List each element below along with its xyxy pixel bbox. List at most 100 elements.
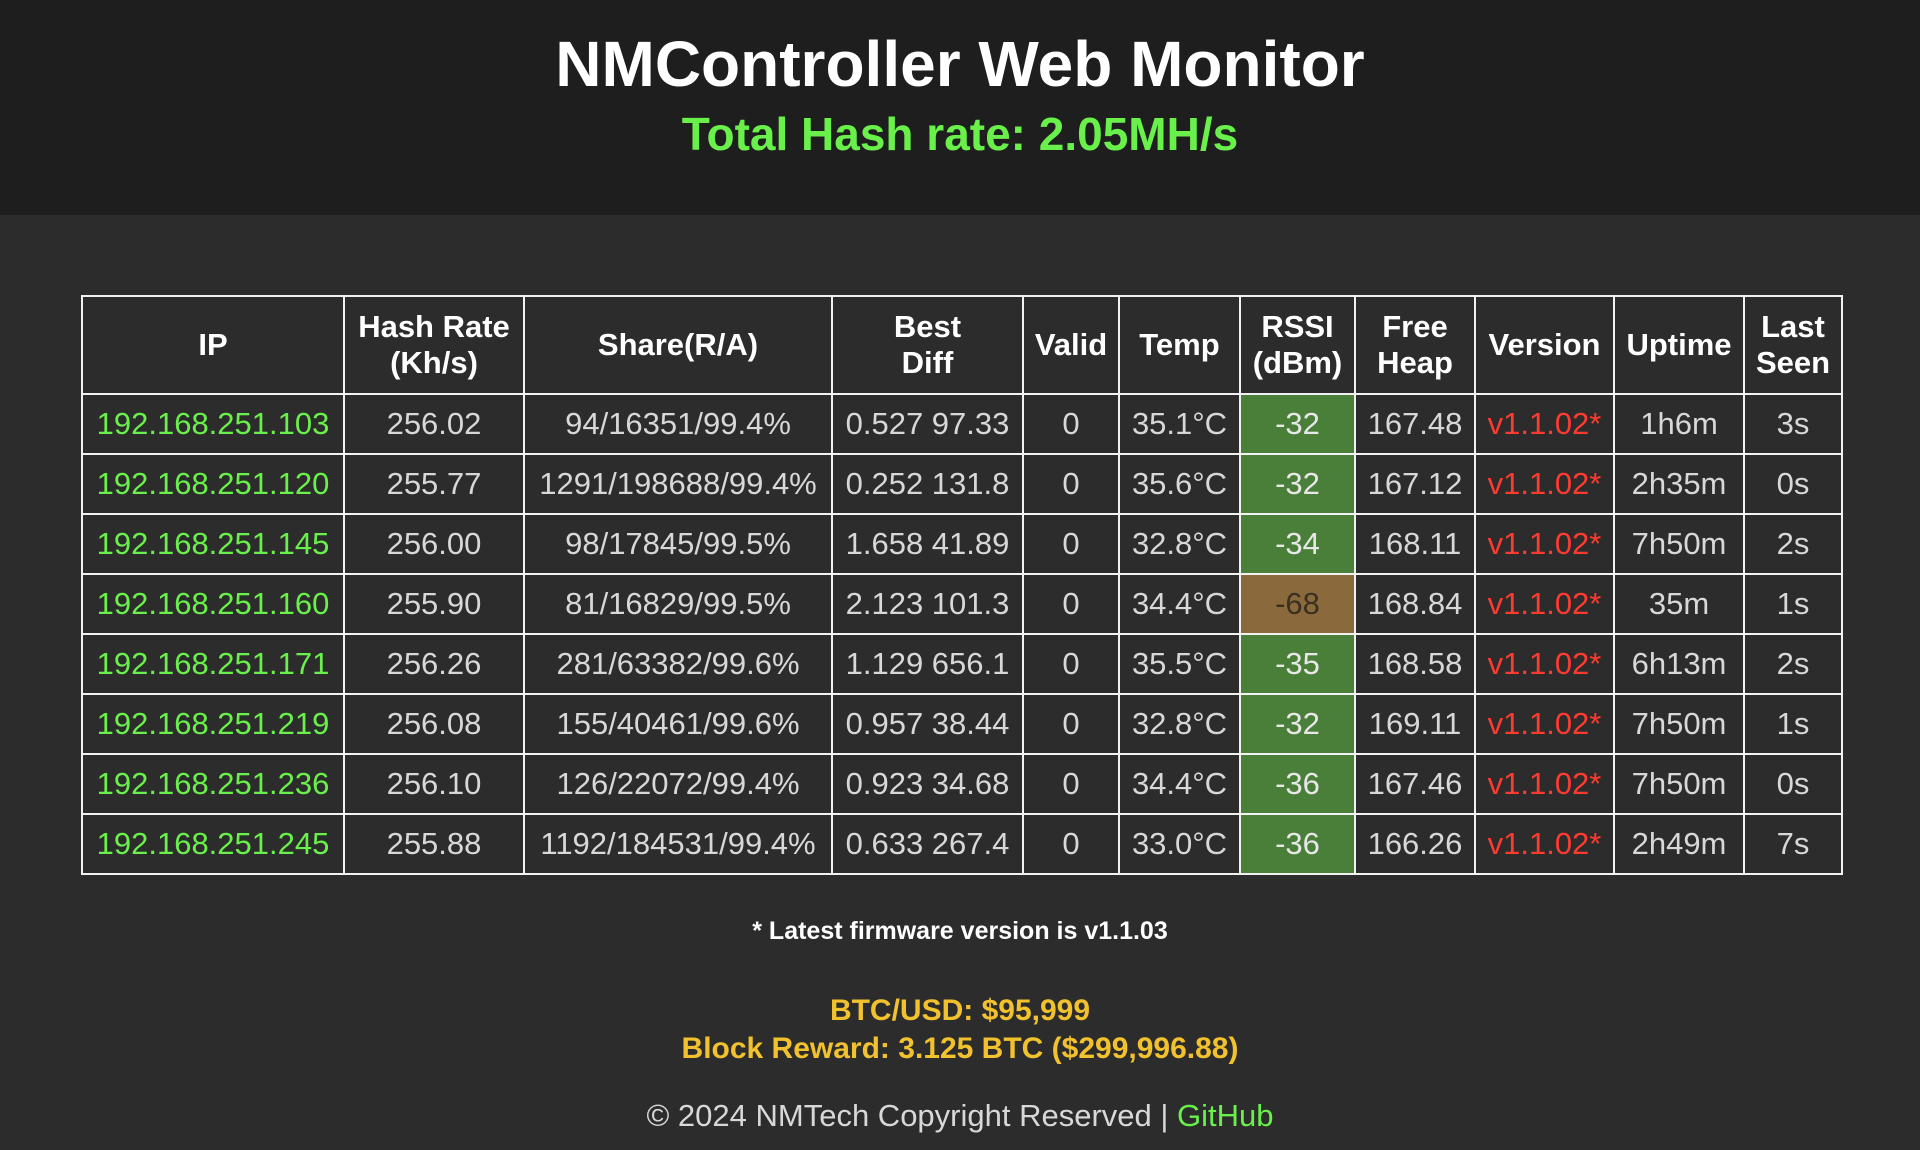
cell-best-diff: 0.633 267.4 [831, 813, 1024, 875]
cell-uptime: 7h50m [1613, 693, 1745, 755]
cell-last-seen: 1s [1743, 693, 1843, 755]
table-row: 192.168.251.145 256.00 98/17845/99.5% 1.658… [81, 513, 1843, 575]
cell-ip[interactable]: 192.168.251.245 [81, 813, 345, 875]
page-header: NMController Web Monitor Total Hash rate… [0, 0, 1920, 215]
btc-info: BTC/USD: $95,999 Block Reward: 3.125 BTC… [0, 992, 1920, 1068]
cell-hash-rate: 256.02 [343, 393, 525, 455]
cell-version: v1.1.02* [1474, 813, 1615, 875]
github-link[interactable]: GitHub [1177, 1098, 1274, 1133]
cell-rssi: -68 [1239, 573, 1356, 635]
cell-hash-rate: 255.88 [343, 813, 525, 875]
cell-version: v1.1.02* [1474, 393, 1615, 455]
btc-price: BTC/USD: $95,999 [829, 994, 1091, 1027]
cell-valid: 0 [1022, 453, 1120, 515]
cell-version: v1.1.02* [1474, 453, 1615, 515]
cell-share: 81/16829/99.5% [523, 573, 833, 635]
cell-uptime: 6h13m [1613, 633, 1745, 695]
cell-temp: 32.8°C [1118, 693, 1241, 755]
table-row: 192.168.251.245 255.88 1192/184531/99.4% 0.… [81, 813, 1843, 875]
column-header-ip: IP [81, 295, 345, 395]
cell-free-heap: 167.48 [1354, 393, 1476, 455]
copyright-text: © 2024 NMTech Copyright Reserved | [646, 1098, 1178, 1133]
cell-share: 1291/198688/99.4% [523, 453, 833, 515]
block-reward: Block Reward: 3.125 BTC ($299,996.88) [681, 1032, 1239, 1065]
cell-hash-rate: 256.26 [343, 633, 525, 695]
cell-share: 1192/184531/99.4% [523, 813, 833, 875]
cell-share: 94/16351/99.4% [523, 393, 833, 455]
cell-ip[interactable]: 192.168.251.103 [81, 393, 345, 455]
cell-temp: 35.1°C [1118, 393, 1241, 455]
table-row: 192.168.251.120 255.77 1291/198688/99.4% 0.… [81, 453, 1843, 515]
cell-free-heap: 167.46 [1354, 753, 1476, 815]
footer: © 2024 NMTech Copyright Reserved | GitHu… [0, 1098, 1920, 1134]
cell-rssi: -32 [1239, 693, 1356, 755]
table-body: 192.168.251.103 256.02 94/16351/99.4% 0.527… [81, 393, 1843, 875]
cell-temp: 33.0°C [1118, 813, 1241, 875]
table-header-row: IP Hash Rate (Kh/s) Share(R/A) Best Diff Valid… [81, 295, 1843, 395]
cell-valid: 0 [1022, 393, 1120, 455]
table-row: 192.168.251.160 255.90 81/16829/99.5% 2.123… [81, 573, 1843, 635]
cell-hash-rate: 256.10 [343, 753, 525, 815]
page-title: NMController Web Monitor [555, 28, 1365, 100]
cell-best-diff: 1.129 656.1 [831, 633, 1024, 695]
cell-share: 155/40461/99.6% [523, 693, 833, 755]
cell-uptime: 35m [1613, 573, 1745, 635]
cell-last-seen: 0s [1743, 753, 1843, 815]
column-header-hash-rate: Hash Rate (Kh/s) [343, 295, 525, 395]
cell-temp: 34.4°C [1118, 573, 1241, 635]
cell-ip[interactable]: 192.168.251.219 [81, 693, 345, 755]
cell-rssi: -36 [1239, 753, 1356, 815]
cell-ip[interactable]: 192.168.251.236 [81, 753, 345, 815]
miner-table: IP Hash Rate (Kh/s) Share(R/A) Best Diff Valid… [81, 295, 1843, 875]
cell-best-diff: 0.957 38.44 [831, 693, 1024, 755]
cell-ip[interactable]: 192.168.251.171 [81, 633, 345, 695]
cell-hash-rate: 255.77 [343, 453, 525, 515]
cell-version: v1.1.02* [1474, 753, 1615, 815]
cell-hash-rate: 255.90 [343, 573, 525, 635]
table-row: 192.168.251.103 256.02 94/16351/99.4% 0.527… [81, 393, 1843, 455]
cell-ip[interactable]: 192.168.251.160 [81, 573, 345, 635]
cell-uptime: 7h50m [1613, 753, 1745, 815]
cell-free-heap: 166.26 [1354, 813, 1476, 875]
cell-share: 126/22072/99.4% [523, 753, 833, 815]
cell-temp: 32.8°C [1118, 513, 1241, 575]
cell-share: 281/63382/99.6% [523, 633, 833, 695]
cell-temp: 35.6°C [1118, 453, 1241, 515]
cell-free-heap: 168.11 [1354, 513, 1476, 575]
table-row: 192.168.251.219 256.08 155/40461/99.6% 0.95… [81, 693, 1843, 755]
cell-valid: 0 [1022, 813, 1120, 875]
cell-last-seen: 2s [1743, 633, 1843, 695]
cell-free-heap: 168.84 [1354, 573, 1476, 635]
column-header-temp: Temp [1118, 295, 1241, 395]
column-header-version: Version [1474, 295, 1615, 395]
cell-version: v1.1.02* [1474, 693, 1615, 755]
cell-valid: 0 [1022, 753, 1120, 815]
firmware-note: * Latest firmware version is v1.1.03 [752, 917, 1168, 945]
column-header-rssi: RSSI (dBm) [1239, 295, 1356, 395]
cell-hash-rate: 256.00 [343, 513, 525, 575]
cell-ip[interactable]: 192.168.251.120 [81, 453, 345, 515]
cell-valid: 0 [1022, 513, 1120, 575]
column-header-share: Share(R/A) [523, 295, 833, 395]
cell-last-seen: 3s [1743, 393, 1843, 455]
cell-version: v1.1.02* [1474, 573, 1615, 635]
table-row: 192.168.251.171 256.26 281/63382/99.6% 1.12… [81, 633, 1843, 695]
cell-version: v1.1.02* [1474, 633, 1615, 695]
cell-free-heap: 168.58 [1354, 633, 1476, 695]
column-header-free-heap: Free Heap [1354, 295, 1476, 395]
column-header-uptime: Uptime [1613, 295, 1745, 395]
cell-last-seen: 2s [1743, 513, 1843, 575]
column-header-valid: Valid [1022, 295, 1120, 395]
cell-last-seen: 0s [1743, 453, 1843, 515]
main-content: IP Hash Rate (Kh/s) Share(R/A) Best Diff Valid… [0, 215, 1920, 1134]
cell-best-diff: 0.923 34.68 [831, 753, 1024, 815]
cell-ip[interactable]: 192.168.251.145 [81, 513, 345, 575]
cell-version: v1.1.02* [1474, 513, 1615, 575]
cell-rssi: -32 [1239, 453, 1356, 515]
cell-valid: 0 [1022, 573, 1120, 635]
cell-last-seen: 1s [1743, 573, 1843, 635]
cell-free-heap: 169.11 [1354, 693, 1476, 755]
cell-hash-rate: 256.08 [343, 693, 525, 755]
cell-uptime: 7h50m [1613, 513, 1745, 575]
cell-rssi: -35 [1239, 633, 1356, 695]
